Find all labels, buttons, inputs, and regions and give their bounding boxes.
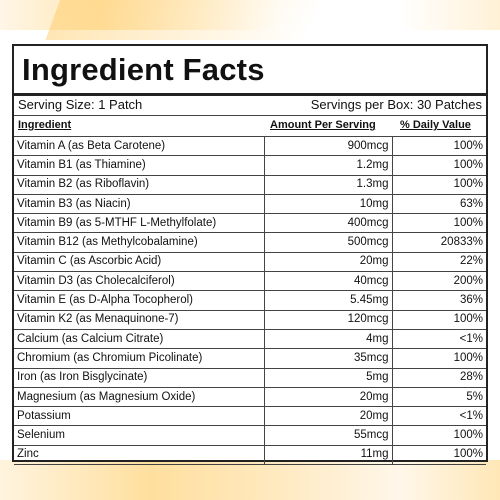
- serving-size: Serving Size: 1 Patch: [18, 97, 143, 112]
- table-row: Calcium (as Calcium Citrate) 4mg <1%: [14, 328, 486, 350]
- amount-per-serving: 5mg: [263, 367, 393, 388]
- daily-value: 63%: [391, 193, 486, 215]
- daily-value: 28%: [391, 367, 486, 388]
- daily-value: 100%: [391, 135, 486, 157]
- daily-value: 5%: [391, 386, 486, 408]
- daily-value: 100%: [391, 174, 486, 195]
- table-row: Vitamin B2 (as Riboflavin) 1.3mg 100%: [14, 174, 486, 195]
- header-daily-value: % Daily Value: [400, 119, 471, 131]
- amount-per-serving: 900mcg: [263, 135, 393, 157]
- daily-value: 100%: [391, 348, 486, 369]
- amount-per-serving: 40mcg: [263, 271, 393, 292]
- table-row: Vitamin D3 (as Cholecalciferol) 40mcg 200%: [14, 271, 486, 292]
- ingredient-name: Vitamin B2 (as Riboflavin): [14, 174, 265, 195]
- table-row: Vitamin A (as Beta Carotene) 900mcg 100%: [14, 135, 486, 157]
- daily-value: 22%: [391, 251, 486, 273]
- ingredient-name: Vitamin D3 (as Cholecalciferol): [14, 271, 265, 292]
- serving-info: Serving Size: 1 Patch Servings per Box: …: [18, 96, 482, 114]
- ingredient-name: Potassium: [14, 406, 265, 427]
- top-decorative-accent: [45, 0, 335, 40]
- amount-per-serving: 35mcg: [263, 348, 393, 369]
- ingredient-table: Vitamin A (as Beta Carotene) 900mcg 100% Vi…: [14, 135, 486, 466]
- table-row: Zinc 11mg 100%: [14, 444, 486, 466]
- table-row: Vitamin K2 (as Menaquinone-7) 120mcg 100%: [14, 309, 486, 330]
- amount-per-serving: 55mcg: [263, 425, 393, 446]
- daily-value: 100%: [391, 213, 486, 234]
- table-row: Vitamin B12 (as Methylcobalamine) 500mcg 2…: [14, 232, 486, 253]
- header-amount: Amount Per Serving: [270, 119, 376, 131]
- amount-per-serving: 20mg: [263, 386, 393, 408]
- amount-per-serving: 1.2mg: [263, 155, 393, 176]
- ingredient-name: Vitamin A (as Beta Carotene): [14, 135, 265, 157]
- table-row: Iron (as Iron Bisglycinate) 5mg 28%: [14, 367, 486, 388]
- daily-value: 100%: [391, 309, 486, 330]
- table-row: Vitamin B1 (as Thiamine) 1.2mg 100%: [14, 155, 486, 176]
- ingredient-name: Chromium (as Chromium Picolinate): [14, 348, 265, 369]
- column-headers: Ingredient Amount Per Serving % Daily Va…: [14, 116, 486, 134]
- bottom-decorative-band: [0, 460, 500, 500]
- ingredient-name: Calcium (as Calcium Citrate): [14, 328, 265, 350]
- amount-per-serving: 1.3mg: [263, 174, 393, 195]
- table-row: Vitamin B9 (as 5-MTHF L-Methylfolate) 400…: [14, 213, 486, 234]
- title-divider: [14, 93, 486, 96]
- daily-value: <1%: [391, 328, 486, 350]
- daily-value: 200%: [391, 271, 486, 292]
- ingredient-name: Zinc: [14, 444, 265, 466]
- table-row: Chromium (as Chromium Picolinate) 35mcg 10…: [14, 348, 486, 369]
- top-decorative-band: [0, 0, 500, 30]
- daily-value: <1%: [391, 406, 486, 427]
- ingredient-table-body: Vitamin A (as Beta Carotene) 900mcg 100% Vi…: [14, 135, 486, 466]
- amount-per-serving: 5.45mg: [263, 290, 393, 311]
- table-row: Magnesium (as Magnesium Oxide) 20mg 5%: [14, 386, 486, 408]
- amount-per-serving: 20mg: [263, 406, 393, 427]
- daily-value: 100%: [391, 444, 486, 466]
- ingredient-name: Vitamin E (as D-Alpha Tocopherol): [14, 290, 265, 311]
- daily-value: 36%: [391, 290, 486, 311]
- ingredient-name: Iron (as Iron Bisglycinate): [14, 367, 265, 388]
- ingredient-name: Vitamin B1 (as Thiamine): [14, 155, 265, 176]
- daily-value: 20833%: [391, 232, 486, 253]
- amount-per-serving: 10mg: [263, 193, 393, 215]
- amount-per-serving: 400mcg: [263, 213, 393, 234]
- table-row: Vitamin E (as D-Alpha Tocopherol) 5.45mg 3…: [14, 290, 486, 311]
- ingredient-name: Selenium: [14, 425, 265, 446]
- amount-per-serving: 20mg: [263, 251, 393, 273]
- header-ingredient: Ingredient: [18, 119, 72, 131]
- amount-per-serving: 4mg: [263, 328, 393, 350]
- daily-value: 100%: [391, 425, 486, 446]
- ingredient-name: Vitamin B12 (as Methylcobalamine): [14, 232, 265, 253]
- ingredient-name: Vitamin K2 (as Menaquinone-7): [14, 309, 265, 330]
- panel-title: Ingredient Facts: [22, 52, 265, 87]
- servings-per-box: Servings per Box: 30 Patches: [310, 97, 482, 112]
- ingredient-name: Vitamin B3 (as Niacin): [14, 193, 265, 215]
- ingredient-name: Magnesium (as Magnesium Oxide): [14, 386, 265, 408]
- ingredient-name: Vitamin B9 (as 5-MTHF L-Methylfolate): [14, 213, 265, 234]
- amount-per-serving: 120mcg: [263, 309, 393, 330]
- amount-per-serving: 11mg: [263, 444, 393, 466]
- table-row: Potassium 20mg <1%: [14, 406, 486, 427]
- table-row: Selenium 55mcg 100%: [14, 425, 486, 446]
- ingredient-facts-panel: Ingredient Facts Serving Size: 1 Patch S…: [12, 44, 488, 466]
- table-row: Vitamin C (as Ascorbic Acid) 20mg 22%: [14, 251, 486, 273]
- table-row: Vitamin B3 (as Niacin) 10mg 63%: [14, 193, 486, 215]
- daily-value: 100%: [391, 155, 486, 176]
- amount-per-serving: 500mcg: [263, 232, 393, 253]
- ingredient-name: Vitamin C (as Ascorbic Acid): [14, 251, 265, 273]
- serving-divider: [14, 115, 486, 116]
